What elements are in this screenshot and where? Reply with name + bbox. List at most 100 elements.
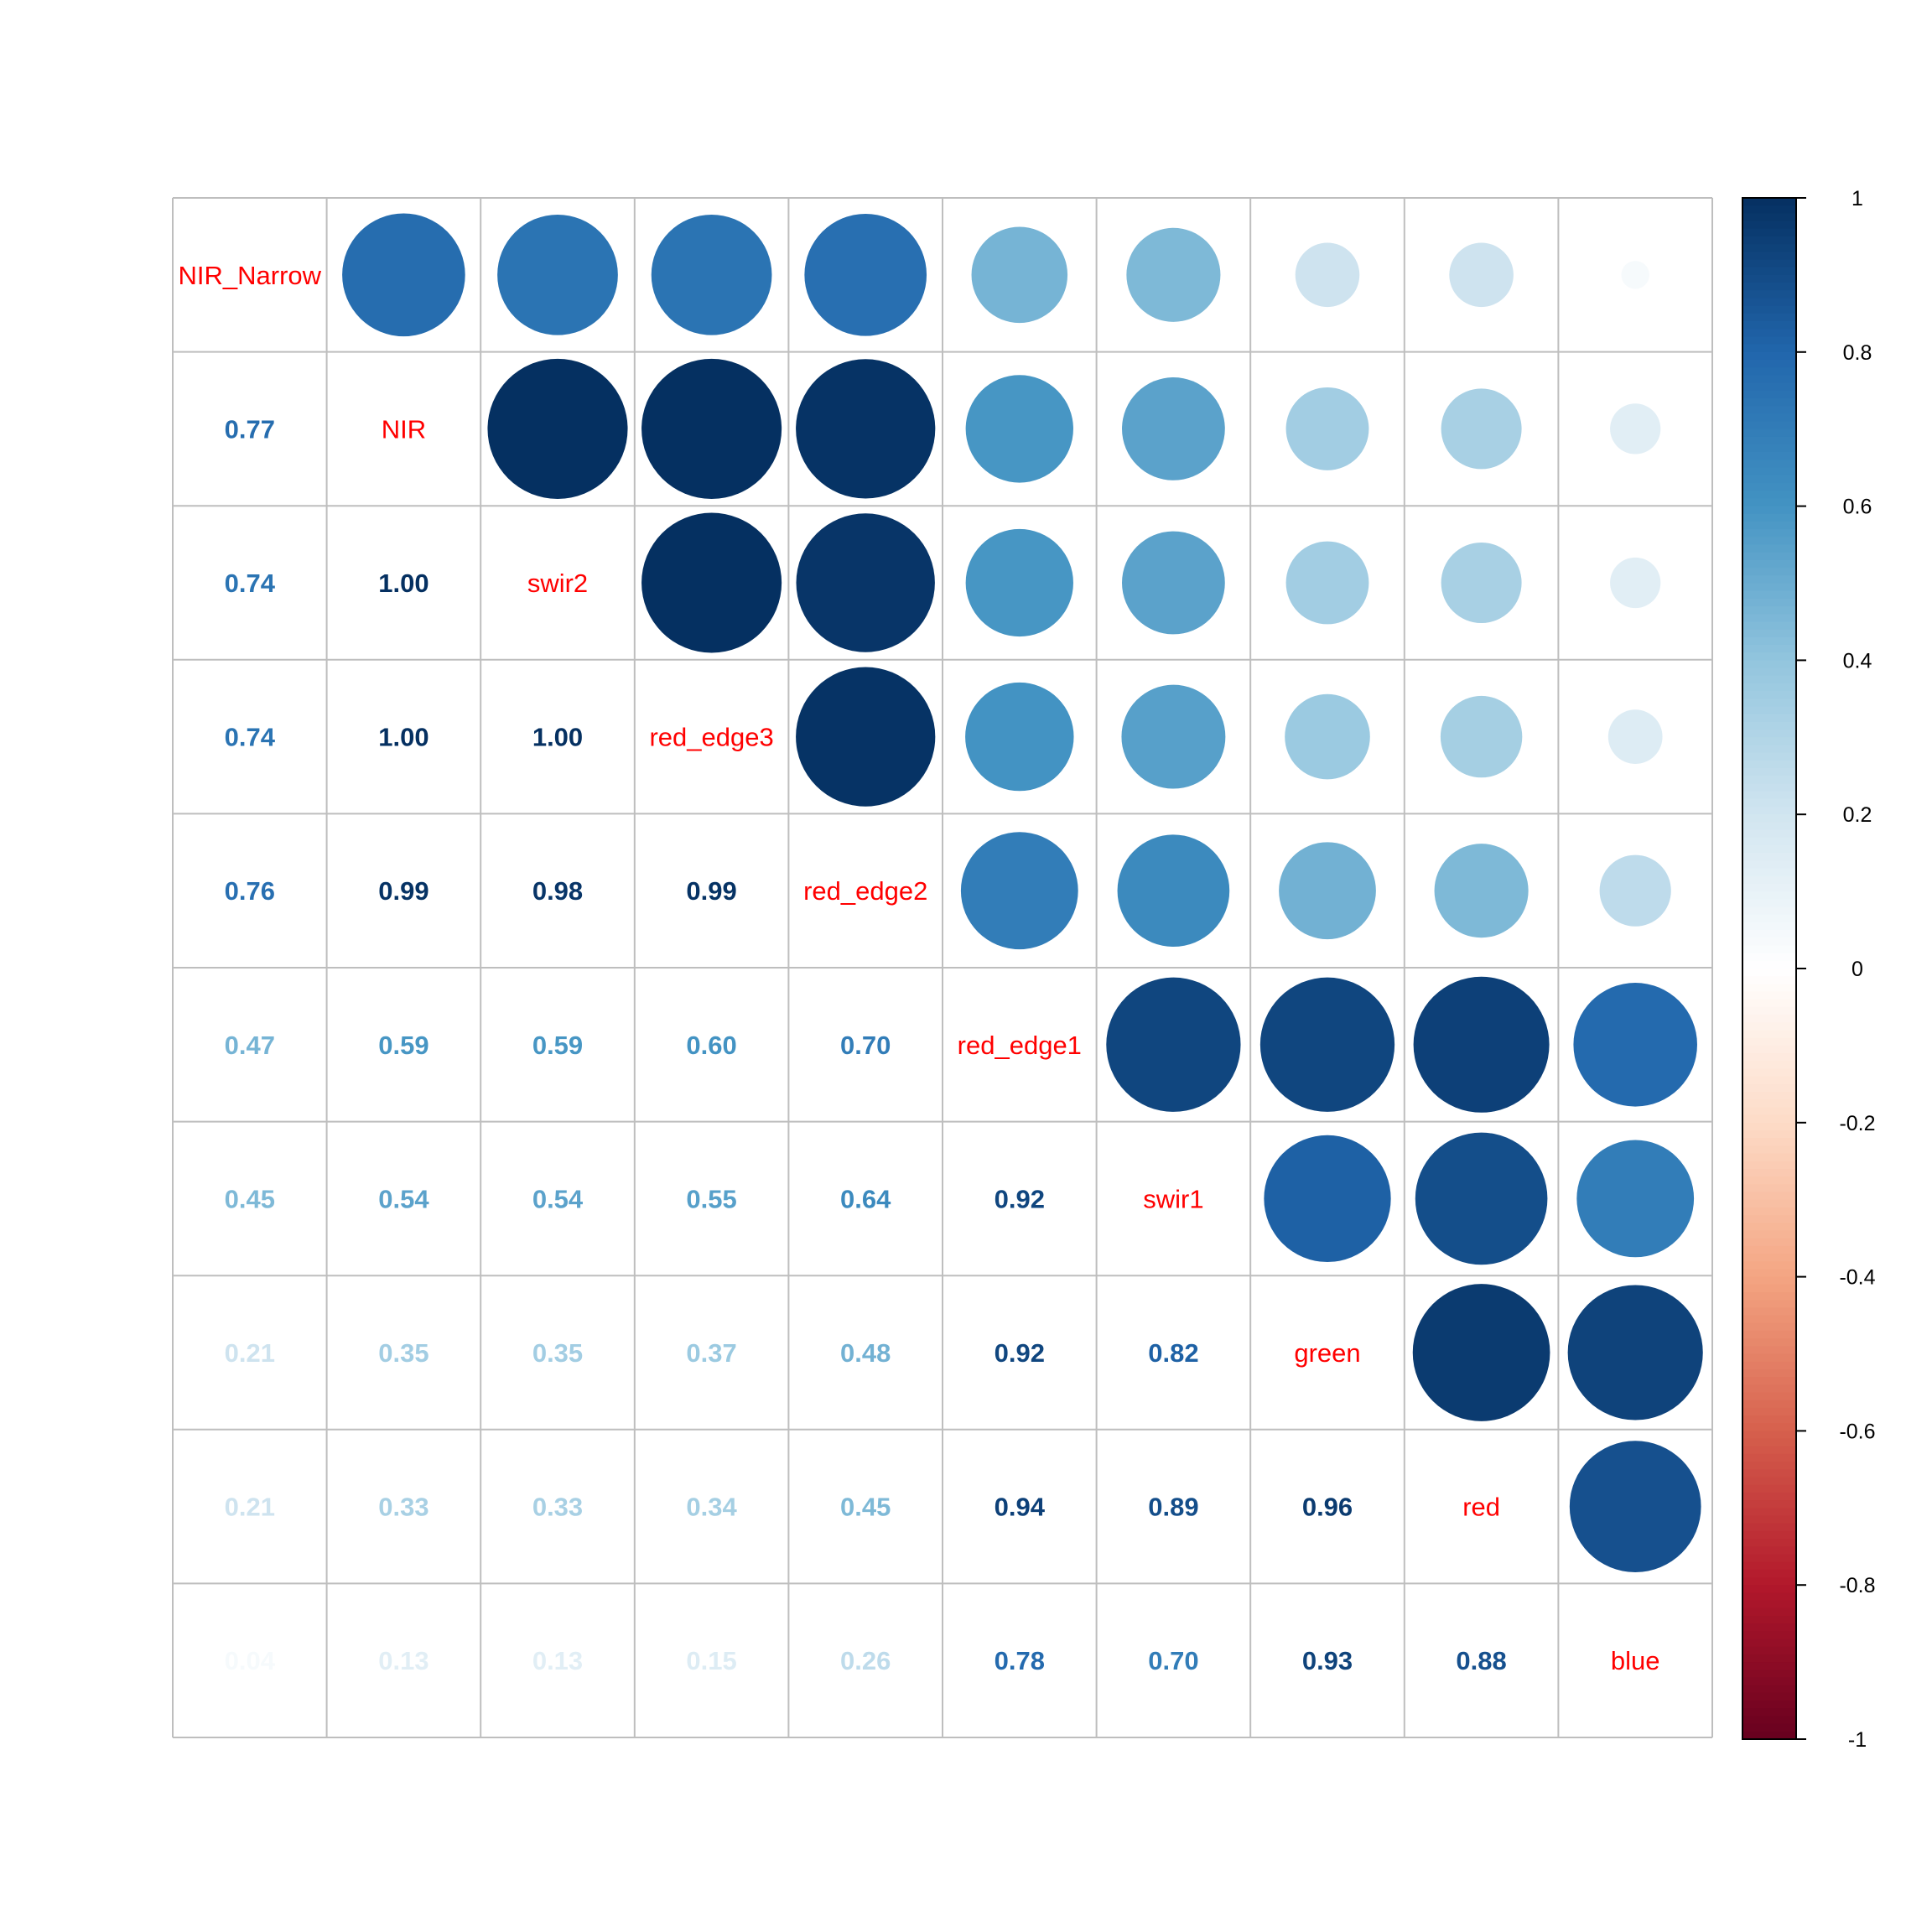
- colorbar-segment: [1742, 1076, 1796, 1085]
- colorbar-segment: [1742, 660, 1796, 669]
- colorbar-segment: [1742, 1462, 1796, 1470]
- correlation-value: 0.55: [686, 1184, 736, 1213]
- correlation-value: 0.92: [995, 1184, 1045, 1213]
- correlation-value: 0.26: [840, 1646, 891, 1675]
- colorbar-segment: [1742, 807, 1796, 815]
- colorbar-tick-label: -0.8: [1839, 1574, 1875, 1597]
- correlation-value: 0.76: [225, 876, 275, 906]
- colorbar-segment: [1742, 1338, 1796, 1347]
- correlation-circle: [1449, 242, 1514, 308]
- colorbar-segment: [1742, 960, 1796, 969]
- colorbar-segment: [1742, 483, 1796, 491]
- colorbar-segment: [1742, 252, 1796, 261]
- variable-label: red_edge2: [803, 876, 927, 906]
- correlation-value: 0.70: [1148, 1646, 1198, 1675]
- colorbar-segment: [1742, 930, 1796, 938]
- colorbar-segment: [1742, 1539, 1796, 1547]
- colorbar-segment: [1742, 375, 1796, 384]
- correlation-circle: [1106, 977, 1241, 1112]
- correlation-value: 0.60: [686, 1031, 736, 1060]
- colorbar-segment: [1742, 1431, 1796, 1440]
- colorbar-segment: [1742, 513, 1796, 522]
- correlation-value: 1.00: [378, 569, 428, 598]
- colorbar-segment: [1742, 606, 1796, 615]
- colorbar-segment: [1742, 544, 1796, 553]
- colorbar-segment: [1742, 274, 1796, 283]
- colorbar-segment: [1742, 1368, 1796, 1378]
- colorbar-segment: [1742, 1646, 1796, 1655]
- colorbar-segment: [1742, 1546, 1796, 1555]
- colorbar-segment: [1742, 1384, 1796, 1394]
- colorbar-segment: [1742, 1068, 1796, 1078]
- colorbar-tick-label: 0.6: [1843, 496, 1872, 519]
- correlation-value: 0.92: [995, 1338, 1045, 1368]
- correlation-circle: [965, 375, 1073, 483]
- colorbar: 1 0.8 0.6 0.4 0.2 0 -0.2 -0.4 -0.6 -0.8 -1: [1742, 187, 1876, 1752]
- colorbar-segment: [1742, 390, 1796, 399]
- colorbar-segment: [1742, 798, 1796, 808]
- colorbar-segment: [1742, 406, 1796, 414]
- colorbar-tick-label: 0.2: [1843, 803, 1872, 827]
- correlation-circle: [1599, 854, 1671, 927]
- correlation-circle: [1259, 977, 1395, 1112]
- colorbar-segment: [1742, 1692, 1796, 1701]
- colorbar-segment: [1742, 1114, 1796, 1124]
- colorbar-segment: [1742, 1168, 1796, 1177]
- correlation-circle: [1576, 1140, 1695, 1258]
- correlation-circle: [796, 513, 935, 652]
- colorbar-segment: [1742, 1153, 1796, 1162]
- matrix-grid: [172, 197, 1713, 1738]
- correlation-circle: [1573, 983, 1697, 1107]
- correlation-circle: [1621, 261, 1649, 289]
- correlation-value: 0.64: [840, 1184, 891, 1213]
- colorbar-segment: [1742, 1223, 1796, 1232]
- variable-label: swir2: [527, 569, 588, 598]
- correlation-value: 0.74: [225, 569, 276, 598]
- colorbar-segment: [1742, 336, 1796, 345]
- colorbar-segment: [1742, 991, 1796, 1000]
- colorbar-segment: [1742, 428, 1796, 438]
- colorbar-segment: [1742, 1500, 1796, 1509]
- colorbar-segment: [1742, 575, 1796, 584]
- colorbar-segment: [1742, 1099, 1796, 1109]
- colorbar-segment: [1742, 853, 1796, 861]
- colorbar-segment: [1742, 1184, 1796, 1193]
- correlation-value: 0.74: [225, 723, 276, 752]
- variable-label: green: [1294, 1338, 1360, 1368]
- colorbar-segment: [1742, 1230, 1796, 1239]
- colorbar-segment: [1742, 1061, 1796, 1070]
- colorbar-segment: [1742, 1415, 1796, 1424]
- colorbar-segment: [1742, 351, 1796, 361]
- colorbar-segment: [1742, 491, 1796, 500]
- colorbar-segment: [1742, 721, 1796, 730]
- colorbar-segment: [1742, 228, 1796, 237]
- correlation-circle: [965, 682, 1074, 792]
- colorbar-segment: [1742, 945, 1796, 954]
- correlation-value: 0.98: [532, 876, 583, 906]
- colorbar-segment: [1742, 691, 1796, 699]
- colorbar-segment: [1742, 1492, 1796, 1501]
- colorbar-segment: [1742, 1469, 1796, 1478]
- colorbar-segment: [1742, 244, 1796, 252]
- colorbar-segment: [1742, 1731, 1796, 1740]
- colorbar-segment: [1742, 999, 1796, 1008]
- correlation-circle: [1434, 844, 1529, 938]
- correlation-circle: [1264, 1135, 1391, 1263]
- colorbar-segment: [1742, 367, 1796, 376]
- colorbar-segment: [1742, 1045, 1796, 1054]
- correlation-circle: [1440, 695, 1523, 778]
- colorbar-segment: [1742, 883, 1796, 892]
- correlation-circle: [971, 226, 1068, 324]
- correlation-value: 0.45: [225, 1184, 275, 1213]
- correlation-value: 1.00: [378, 723, 428, 752]
- colorbar-segment: [1742, 1083, 1796, 1093]
- colorbar-segment: [1742, 922, 1796, 931]
- colorbar-tick-label: 1: [1852, 187, 1863, 210]
- colorbar-segment: [1742, 837, 1796, 846]
- colorbar-segment: [1742, 1300, 1796, 1308]
- colorbar-segment: [1742, 1670, 1796, 1679]
- colorbar-segment: [1742, 1315, 1796, 1324]
- variable-label: red_edge1: [958, 1031, 1082, 1060]
- correlation-circle: [1279, 842, 1376, 940]
